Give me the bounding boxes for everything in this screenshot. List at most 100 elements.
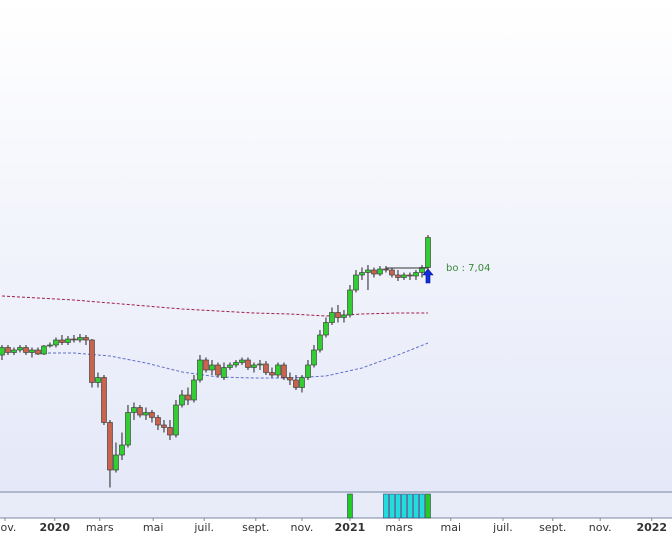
candle-body <box>299 377 305 388</box>
moving-average <box>1 295 428 317</box>
x-tick-label: mai <box>441 521 462 534</box>
candle-body <box>275 364 281 376</box>
candle-body <box>137 407 143 416</box>
candle-body <box>269 372 275 376</box>
candle-body <box>167 427 173 436</box>
candle-body <box>197 359 203 381</box>
candle-body <box>401 274 407 278</box>
candle-body <box>353 274 359 291</box>
candle-body <box>227 364 233 368</box>
candle-body <box>173 404 179 436</box>
candle-body <box>29 349 35 353</box>
plot-background <box>0 0 672 492</box>
x-tick-label: nov. <box>589 521 612 534</box>
signal-bar <box>407 493 413 519</box>
candle-body <box>203 359 209 371</box>
x-tick-label: juil. <box>193 521 214 534</box>
candle-body <box>113 454 119 471</box>
candle-body <box>65 338 71 343</box>
candle-body <box>11 349 17 353</box>
candle-body <box>317 334 323 351</box>
candle-body <box>233 362 239 366</box>
candle-body <box>239 359 245 363</box>
candle-body <box>125 412 131 446</box>
x-tick-label: nov. <box>291 521 314 534</box>
candle-body <box>323 322 329 336</box>
candle-body <box>311 349 317 366</box>
candle-body <box>221 367 227 378</box>
candle-body <box>53 339 59 346</box>
candle-body <box>41 345 47 355</box>
candle-body <box>191 379 197 401</box>
candle-body <box>389 269 395 276</box>
candle-body <box>77 337 83 341</box>
breakout-label: bo : 7,04 <box>446 263 490 274</box>
candle-body <box>143 412 149 416</box>
signal-bar <box>383 493 389 519</box>
candle-body <box>293 379 299 388</box>
candle-body <box>395 274 401 278</box>
candle-body <box>5 347 11 353</box>
x-tick-label: sept. <box>242 521 269 534</box>
x-tick-label: mars <box>385 521 413 534</box>
candle-body <box>341 314 347 318</box>
x-tick-label: 2022 <box>636 521 667 534</box>
candle-body <box>179 394 185 406</box>
candle-body <box>263 363 269 373</box>
candle-body <box>95 377 101 383</box>
candle-body <box>257 363 263 366</box>
candle-body <box>287 377 293 381</box>
moving-average <box>38 342 429 379</box>
candle-body <box>131 407 137 413</box>
candle-body <box>59 339 65 343</box>
candle-body <box>365 269 371 273</box>
candle-body <box>305 364 311 378</box>
candle-body <box>407 274 413 277</box>
x-tick-label: nov. <box>0 521 16 534</box>
candle-body <box>209 364 215 371</box>
candle-body <box>281 364 287 378</box>
candle-body <box>425 237 431 268</box>
candle-body <box>83 337 89 341</box>
signal-bar <box>419 493 425 519</box>
signal-bar <box>413 493 419 519</box>
candle-body <box>155 417 161 426</box>
indicator-panel <box>0 492 672 518</box>
signal-bar <box>395 493 401 519</box>
candle-body <box>0 347 5 356</box>
candle-body <box>185 394 191 401</box>
candle-body <box>245 359 251 368</box>
candle-body <box>23 347 29 353</box>
x-tick-label: mai <box>143 521 164 534</box>
candle-body <box>359 272 365 276</box>
signal-bar <box>389 493 395 519</box>
candle-body <box>101 377 107 423</box>
candle-body <box>35 349 41 355</box>
candle-body <box>251 364 257 368</box>
candle-body <box>17 347 23 351</box>
candle-body <box>71 338 77 341</box>
signal-bar <box>347 493 353 519</box>
candle-body <box>215 364 221 376</box>
candle-body <box>47 344 53 347</box>
signal-bar <box>425 493 431 519</box>
x-tick-label: 2020 <box>39 521 70 534</box>
candle-body <box>383 268 389 271</box>
breakout-arrow <box>422 268 434 284</box>
candle-body <box>335 312 341 318</box>
candle-body <box>377 268 383 275</box>
signal-bar <box>401 493 407 519</box>
candle-body <box>347 289 353 316</box>
x-tick-label: juil. <box>492 521 513 534</box>
candle-body <box>89 339 95 383</box>
x-tick-label: sept. <box>539 521 566 534</box>
candle-body <box>107 422 113 471</box>
candle-body <box>149 412 155 418</box>
candle-body <box>161 424 167 428</box>
candle-body <box>119 444 125 456</box>
candle-body <box>329 312 335 323</box>
x-tick-label: 2021 <box>335 521 366 534</box>
x-tick-label: mars <box>86 521 114 534</box>
